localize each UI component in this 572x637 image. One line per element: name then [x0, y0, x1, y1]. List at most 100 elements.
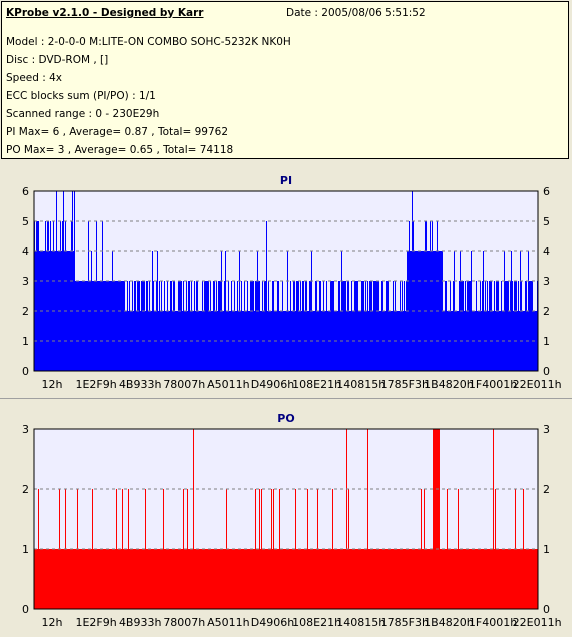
bar — [509, 549, 510, 609]
bar — [135, 281, 136, 371]
bar — [213, 549, 214, 609]
bar — [411, 549, 412, 609]
bar — [257, 549, 258, 609]
bar — [229, 549, 230, 609]
bar — [289, 311, 290, 371]
bar — [255, 281, 256, 371]
bar — [223, 311, 224, 371]
bar — [355, 281, 356, 371]
bar — [421, 489, 422, 609]
bar — [140, 311, 141, 371]
bar — [224, 281, 225, 371]
bar — [515, 281, 516, 371]
bar — [187, 311, 188, 371]
bar — [221, 549, 222, 609]
bar — [324, 549, 325, 609]
bar — [303, 281, 304, 371]
bar — [112, 549, 113, 609]
bar — [403, 549, 404, 609]
bar — [224, 549, 225, 609]
bar — [41, 549, 42, 609]
bar — [462, 281, 463, 371]
bar — [535, 549, 536, 609]
bar — [461, 549, 462, 609]
bar — [80, 281, 81, 371]
bar — [178, 281, 179, 371]
bar — [400, 281, 401, 371]
bar — [447, 489, 448, 609]
bar — [312, 549, 313, 609]
bar — [447, 311, 448, 371]
bar — [264, 281, 265, 371]
bar — [301, 311, 302, 371]
bar — [510, 281, 511, 371]
bar — [368, 311, 369, 371]
bar — [525, 281, 526, 371]
bar — [249, 549, 250, 609]
bar — [351, 549, 352, 609]
bar — [139, 281, 140, 371]
bar — [363, 549, 364, 609]
y-tick-label: 0 — [22, 603, 29, 616]
bar — [273, 489, 274, 609]
bar — [428, 549, 429, 609]
bar — [96, 221, 97, 371]
bar — [342, 281, 343, 371]
bar — [426, 221, 427, 371]
bar — [451, 311, 452, 371]
bar — [102, 221, 103, 371]
bar — [397, 311, 398, 371]
bar — [152, 251, 153, 371]
bar — [331, 549, 332, 609]
bar — [51, 549, 52, 609]
bar — [328, 549, 329, 609]
bar — [235, 549, 236, 609]
bar — [494, 549, 495, 609]
bar — [285, 311, 286, 371]
x-tick-label: 108E21h — [292, 378, 341, 391]
bar — [345, 549, 346, 609]
bar — [418, 549, 419, 609]
bar — [314, 549, 315, 609]
bar — [497, 281, 498, 371]
bar — [445, 549, 446, 609]
bar — [290, 281, 291, 371]
bar — [354, 281, 355, 371]
bar — [400, 549, 401, 609]
bar — [266, 221, 267, 371]
bar — [211, 549, 212, 609]
x-tick-label: 108E21h — [292, 616, 341, 629]
bar — [157, 251, 158, 371]
bar — [201, 549, 202, 609]
y-tick-label-right: 1 — [543, 543, 550, 556]
bar — [208, 281, 209, 371]
bar — [409, 549, 410, 609]
bar — [443, 549, 444, 609]
bar — [469, 281, 470, 371]
bar — [197, 281, 198, 371]
bar — [283, 549, 284, 609]
bar — [218, 549, 219, 609]
bar — [321, 549, 322, 609]
bar — [118, 549, 119, 609]
bar — [505, 549, 506, 609]
bar — [170, 549, 171, 609]
bar — [100, 281, 101, 371]
bar — [464, 549, 465, 609]
bar — [370, 549, 371, 609]
bar — [326, 549, 327, 609]
bar — [77, 281, 78, 371]
bar — [108, 281, 109, 371]
bar — [215, 549, 216, 609]
bar — [76, 549, 77, 609]
bar — [279, 311, 280, 371]
bar — [336, 549, 337, 609]
bar — [518, 281, 519, 371]
bar — [399, 549, 400, 609]
bar — [85, 281, 86, 371]
bar — [55, 549, 56, 609]
bar — [530, 281, 531, 371]
bar — [104, 281, 105, 371]
bar — [372, 549, 373, 609]
bar — [278, 281, 279, 371]
